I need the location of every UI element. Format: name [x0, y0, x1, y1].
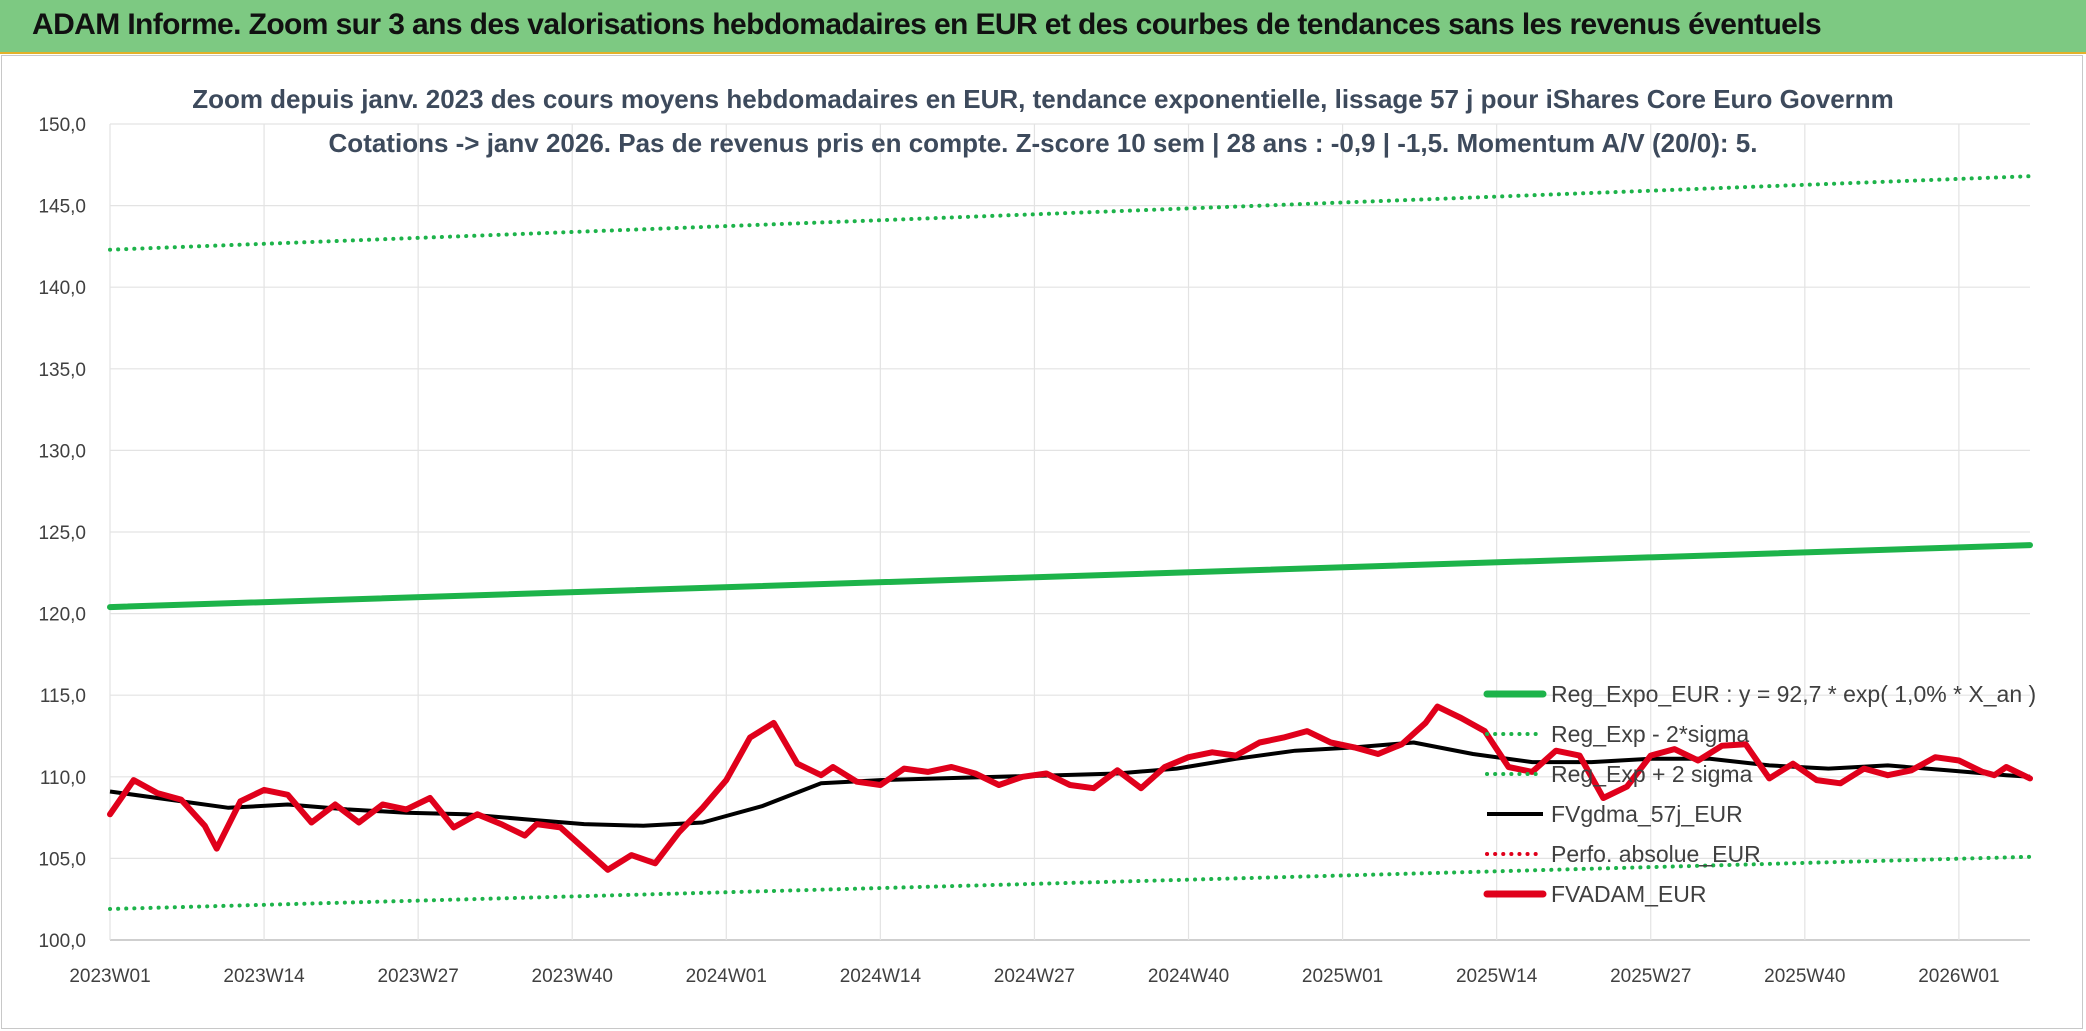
y-tick-label: 100,0	[38, 931, 86, 952]
y-tick-label: 120,0	[38, 605, 86, 626]
x-tick-label: 2025W40	[1764, 966, 1845, 987]
y-tick-label: 115,0	[40, 686, 86, 707]
x-tick-label: 2024W27	[994, 966, 1075, 987]
x-tick-label: 2024W40	[1148, 966, 1229, 987]
legend-label: FVgdma_57j_EUR	[1551, 801, 1743, 827]
y-tick-label: 135,0	[38, 360, 86, 381]
legend-label: FVADAM_EUR	[1551, 881, 1707, 907]
y-axis-ticks: 100,0 105,0 110,0 115,0 120,0 125,0 130,0 135,0…	[38, 115, 86, 952]
legend-label: Reg_Exp + 2 sigma	[1551, 761, 1753, 787]
series-line	[107, 703, 2033, 873]
chart-frame	[1, 55, 2083, 1029]
x-tick-label: 2025W27	[1610, 966, 1691, 987]
report-banner: ADAM Informe. Zoom sur 3 ans des valoris…	[0, 0, 2086, 54]
legend-label: Perfo. absolue_EUR	[1551, 841, 1761, 867]
series-line	[107, 542, 2033, 611]
banner-title: ADAM Informe. Zoom sur 3 ans des valoris…	[32, 8, 1822, 41]
legend-label: Reg_Exp - 2*sigma	[1551, 721, 1749, 747]
legend: Reg_Expo_EUR : y = 92,7 * exp( 1,0% * X_…	[1483, 681, 2036, 907]
x-tick-label: 2023W27	[377, 966, 458, 987]
y-tick-label: 140,0	[38, 278, 86, 299]
x-tick-label: 2024W01	[686, 966, 767, 987]
x-tick-label: 2025W14	[1456, 966, 1538, 987]
x-tick-label: 2023W14	[223, 966, 305, 987]
y-tick-label: 130,0	[38, 441, 86, 462]
series-lines	[107, 174, 2033, 911]
y-tick-label: 150,0	[38, 115, 86, 136]
x-tick-label: 2023W01	[69, 966, 150, 987]
chart-title-line2: Cotations -> janv 2026. Pas de revenus p…	[329, 128, 1758, 158]
y-tick-label: 145,0	[38, 197, 86, 218]
x-tick-label: 2023W40	[532, 966, 613, 987]
legend-label: Reg_Expo_EUR : y = 92,7 * exp( 1,0% * X_…	[1551, 681, 2036, 707]
y-tick-label: 125,0	[38, 523, 86, 544]
y-tick-label: 110,0	[40, 768, 86, 789]
x-tick-label: 2026W01	[1918, 966, 1999, 987]
series-line	[109, 740, 2031, 828]
x-tick-label: 2024W14	[840, 966, 922, 987]
series-line	[108, 174, 2032, 252]
x-tick-label: 2025W01	[1302, 966, 1383, 987]
y-tick-label: 105,0	[38, 849, 86, 870]
chart-title-line1: Zoom depuis janv. 2023 des cours moyens …	[192, 84, 1894, 114]
x-axis-ticks: 2023W01 2023W14 2023W27 2023W40 2024W01 2024W…	[69, 966, 1999, 987]
